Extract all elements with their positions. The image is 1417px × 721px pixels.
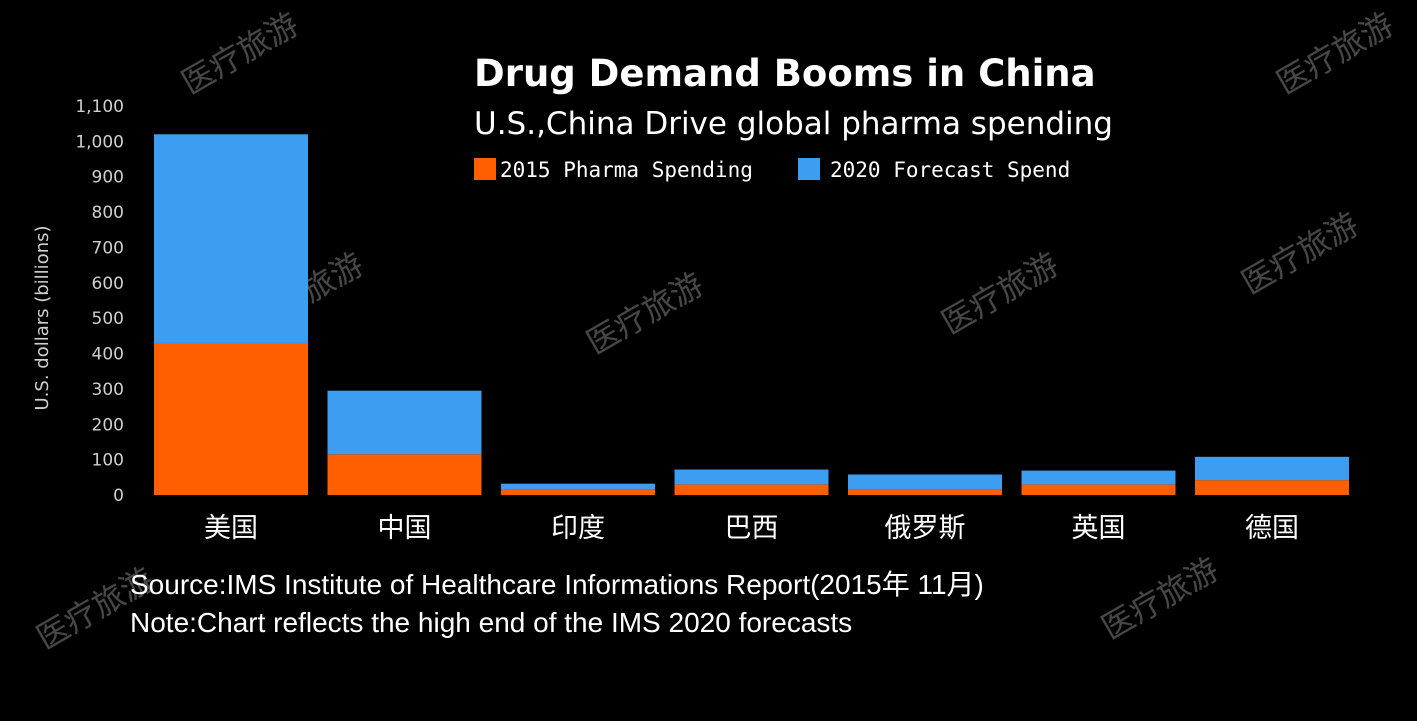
x-tick-label: 美国 <box>204 513 258 544</box>
watermark-text: 医疗旅游 <box>1270 5 1400 102</box>
x-tick-label: 巴西 <box>725 513 779 544</box>
bar-2020-1 <box>154 134 308 343</box>
watermark-text: 医疗旅游 <box>175 5 305 102</box>
chart-title: Drug Demand Booms in China <box>474 52 1096 95</box>
x-tick-label: 印度 <box>551 513 605 544</box>
y-tick-label: 400 <box>92 345 124 365</box>
legend-swatch-2015 <box>474 158 496 180</box>
bar-2015-4 <box>674 484 829 495</box>
watermark-text: 医疗旅游 <box>1095 550 1225 647</box>
bar-2020-6 <box>1021 470 1176 485</box>
bar-2020-7 <box>1195 456 1349 481</box>
legend-label-2015: 2015 Pharma Spending <box>500 158 753 182</box>
chart-note: Note:Chart reflects the high end of the … <box>130 607 852 638</box>
y-tick-label: 700 <box>92 238 124 258</box>
y-tick-label: 1,100 <box>75 97 124 117</box>
legend-label-2020: 2020 Forecast Spend <box>830 158 1070 182</box>
bars <box>154 134 1349 495</box>
x-axis: 美国 中国 印度 巴西 俄罗斯 英国 德国 <box>204 513 1299 544</box>
bar-2015-1 <box>154 342 308 495</box>
y-tick-label: 1,000 <box>75 132 124 152</box>
bar-2020-3 <box>501 483 655 490</box>
bar-2020-2 <box>327 390 482 455</box>
x-tick-label: 英国 <box>1072 513 1126 544</box>
bar-2015-3 <box>501 489 655 495</box>
y-tick-label: 200 <box>92 415 124 435</box>
bar-2015-6 <box>1021 484 1176 495</box>
legend: 2015 Pharma Spending 2020 Forecast Spend <box>474 158 1070 182</box>
y-tick-label: 0 <box>113 486 124 506</box>
y-axis-label: U.S. dollars (billions) <box>32 225 53 410</box>
y-tick-label: 500 <box>92 309 124 329</box>
y-tick-label: 900 <box>92 168 124 188</box>
y-axis: 0 100 200 300 400 500 600 700 800 900 1,000 1,100 <box>75 97 124 506</box>
watermark-text: 医疗旅游 <box>580 265 710 362</box>
y-tick-label: 600 <box>92 274 124 294</box>
x-tick-label: 中国 <box>378 513 432 544</box>
y-tick-label: 300 <box>92 380 124 400</box>
chart-subtitle: U.S.,China Drive global pharma spending <box>474 106 1113 142</box>
bar-2020-5 <box>848 474 1002 490</box>
x-tick-label: 俄罗斯 <box>885 513 966 544</box>
y-tick-label: 800 <box>92 203 124 223</box>
watermark-text: 医疗旅游 <box>1235 205 1365 302</box>
bar-2015-2 <box>327 454 482 495</box>
y-tick-label: 100 <box>92 451 124 471</box>
watermark-text: 医疗旅游 <box>935 245 1065 342</box>
legend-swatch-2020 <box>798 158 820 180</box>
source-note: Source:IMS Institute of Healthcare Infor… <box>130 569 984 600</box>
bar-2015-7 <box>1195 480 1349 495</box>
x-tick-label: 德国 <box>1245 513 1299 544</box>
bar-2015-5 <box>848 489 1002 495</box>
bar-2020-4 <box>674 469 829 485</box>
